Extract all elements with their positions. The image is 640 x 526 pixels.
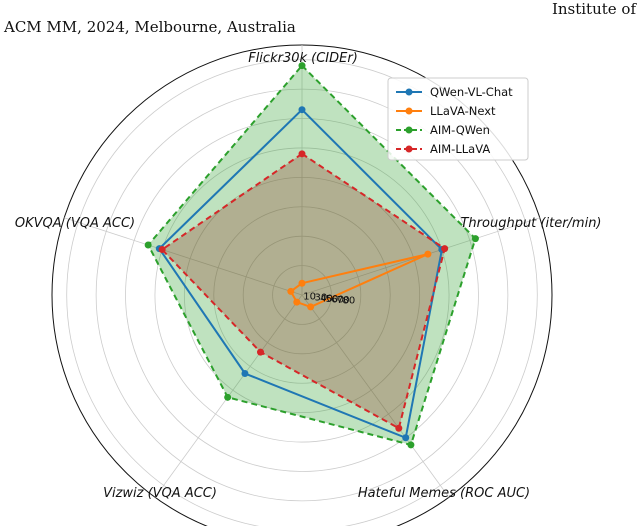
legend-label: AIM-QWen bbox=[430, 123, 490, 137]
series-point bbox=[158, 246, 166, 254]
axis-label: OKVQA (VQA ACC) bbox=[15, 216, 135, 231]
series-line bbox=[160, 152, 446, 430]
series-point bbox=[241, 370, 249, 378]
axis-label: Flickr30k (CIDEr) bbox=[248, 51, 358, 66]
series-point bbox=[298, 279, 306, 287]
legend-marker bbox=[405, 88, 413, 96]
axis-label: Throughput (iter/min) bbox=[460, 216, 601, 231]
legend-marker bbox=[405, 107, 413, 115]
series-line bbox=[147, 64, 477, 447]
series-point bbox=[287, 287, 295, 295]
radial-tick-label: 30 bbox=[314, 293, 327, 304]
radial-tick-label: 50 bbox=[326, 294, 339, 305]
radial-tick-label: 70 bbox=[337, 295, 350, 306]
spoke bbox=[64, 217, 303, 296]
spoke bbox=[301, 294, 450, 498]
series-point bbox=[407, 441, 415, 449]
axis-label: Hateful Memes (ROC AUC) bbox=[358, 486, 530, 501]
series-point bbox=[144, 241, 152, 249]
axis-labels: Flickr30k (CIDEr) Throughput (iter/min) Ha… bbox=[15, 51, 602, 501]
series-line bbox=[157, 108, 443, 440]
series-point bbox=[298, 62, 306, 70]
legend-marker bbox=[405, 145, 413, 153]
institute-header: Institute of bbox=[551, 0, 636, 18]
series-point bbox=[402, 434, 410, 442]
radial-tick-label: 60 bbox=[331, 294, 344, 305]
legend-label: LLaVA-Next bbox=[430, 104, 496, 118]
series-point bbox=[441, 245, 449, 253]
series-point bbox=[293, 298, 301, 306]
radial-tick-label: 10 bbox=[303, 292, 316, 303]
series-point bbox=[307, 303, 315, 311]
legend-label: AIM-LLaVA bbox=[430, 142, 490, 156]
series-point bbox=[298, 106, 306, 114]
series-point bbox=[395, 424, 403, 432]
series-point bbox=[257, 348, 265, 356]
series-lines bbox=[144, 62, 479, 449]
radar-grid bbox=[51, 44, 553, 526]
series-point bbox=[298, 150, 306, 158]
series-fill bbox=[162, 153, 445, 429]
series-point bbox=[471, 235, 479, 243]
series-point bbox=[424, 250, 432, 258]
conference-header: ACM MM, 2024, Melbourne, Australia bbox=[4, 18, 296, 36]
legend-box bbox=[387, 77, 529, 161]
legend-label: QWen-VL-Chat bbox=[430, 85, 513, 99]
chart-legend: QWen-VL-Chat LLaVA-Next AIM-QWen AIM-LLaVA bbox=[387, 77, 529, 161]
radial-tick-label: 40 bbox=[320, 293, 333, 304]
axis-label: Vizwiz (VQA ACC) bbox=[103, 486, 217, 501]
legend-marker bbox=[405, 126, 413, 134]
series-point bbox=[224, 393, 232, 401]
radial-tick-label: 80 bbox=[343, 296, 356, 307]
